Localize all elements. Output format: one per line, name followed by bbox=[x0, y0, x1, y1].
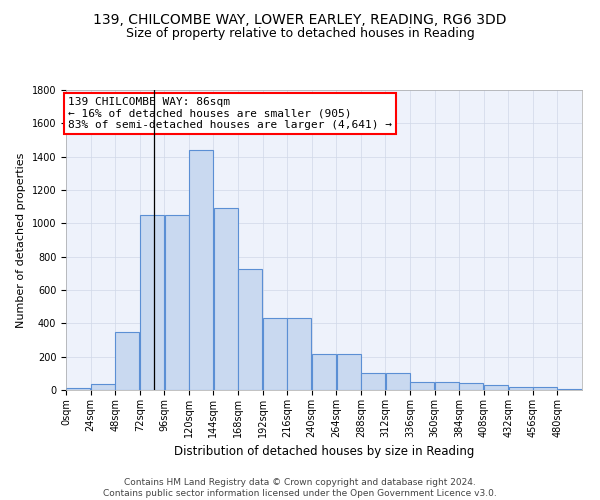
Bar bbox=[557, 389, 582, 390]
Bar bbox=[484, 385, 508, 390]
Text: Size of property relative to detached houses in Reading: Size of property relative to detached ho… bbox=[125, 28, 475, 40]
Bar bbox=[435, 382, 459, 390]
Bar bbox=[140, 215, 164, 390]
Y-axis label: Number of detached properties: Number of detached properties bbox=[16, 152, 26, 328]
Bar bbox=[287, 318, 311, 390]
Bar bbox=[337, 354, 361, 390]
Text: 139 CHILCOMBE WAY: 86sqm
← 16% of detached houses are smaller (905)
83% of semi-: 139 CHILCOMBE WAY: 86sqm ← 16% of detach… bbox=[68, 96, 392, 130]
Bar bbox=[386, 374, 410, 390]
Bar bbox=[361, 374, 385, 390]
Bar bbox=[189, 150, 213, 390]
Text: 139, CHILCOMBE WAY, LOWER EARLEY, READING, RG6 3DD: 139, CHILCOMBE WAY, LOWER EARLEY, READIN… bbox=[93, 12, 507, 26]
Text: Contains HM Land Registry data © Crown copyright and database right 2024.
Contai: Contains HM Land Registry data © Crown c… bbox=[103, 478, 497, 498]
Bar bbox=[238, 269, 262, 390]
Bar bbox=[263, 318, 287, 390]
Bar bbox=[533, 386, 557, 390]
Bar bbox=[509, 386, 533, 390]
Bar bbox=[66, 388, 91, 390]
Bar bbox=[460, 382, 484, 390]
X-axis label: Distribution of detached houses by size in Reading: Distribution of detached houses by size … bbox=[174, 445, 474, 458]
Bar bbox=[312, 354, 336, 390]
Bar bbox=[410, 382, 434, 390]
Bar bbox=[91, 384, 115, 390]
Bar bbox=[164, 215, 188, 390]
Bar bbox=[115, 332, 139, 390]
Bar bbox=[214, 208, 238, 390]
